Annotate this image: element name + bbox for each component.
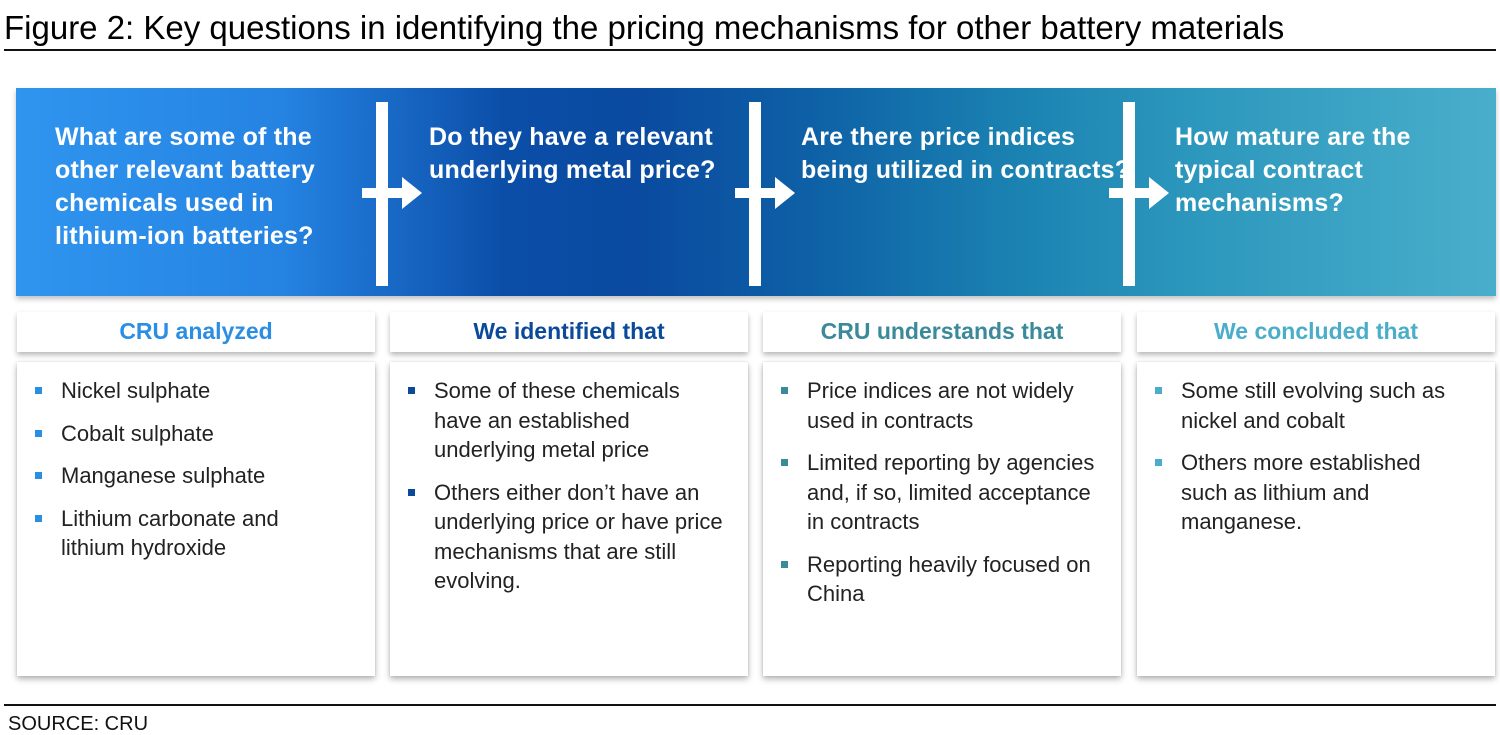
square-bullet-icon [35, 514, 42, 522]
column-body-4: Some still evolving such as nickel and c… [1137, 362, 1495, 676]
list-item: Manganese sulphate [35, 461, 357, 491]
questions-banner: What are some of the other relevant batt… [16, 88, 1496, 296]
list-item: Others either don’t have an underlying p… [408, 478, 730, 596]
list-item: Lithium carbonate and lithium hydroxide [35, 504, 357, 563]
source-note: SOURCE: CRU [8, 713, 149, 735]
question-3: Are there price indices being utilized i… [801, 123, 1131, 184]
column-header-2: We identified that [390, 312, 748, 352]
column-body-1: Nickel sulphate Cobalt sulphate Manganes… [17, 362, 375, 676]
list-item: Nickel sulphate [35, 376, 357, 406]
list-item: Others more established such as lithium … [1155, 448, 1477, 537]
arrow-right-icon [735, 177, 795, 209]
square-bullet-icon [408, 488, 415, 496]
list-item: Some of these chemicals have an establis… [408, 376, 730, 465]
column-header-3: CRU understands that [763, 312, 1121, 352]
square-bullet-icon [1155, 387, 1162, 394]
bullet-list: Nickel sulphate Cobalt sulphate Manganes… [35, 376, 357, 563]
list-item: Some still evolving such as nickel and c… [1155, 376, 1477, 435]
question-1: What are some of the other relevant batt… [55, 123, 316, 250]
square-bullet-icon [781, 459, 788, 466]
list-item: Price indices are not widely used in con… [781, 376, 1103, 435]
square-bullet-icon [35, 472, 42, 479]
square-bullet-icon [408, 387, 415, 394]
list-item: Cobalt sulphate [35, 419, 357, 449]
figure-title: Figure 2: Key questions in identifying t… [4, 9, 1285, 46]
column-body-2: Some of these chemicals have an establis… [390, 362, 748, 676]
square-bullet-icon [781, 560, 788, 568]
square-bullet-icon [35, 387, 42, 394]
list-item: Reporting heavily focused on China [781, 550, 1103, 609]
column-header-1: CRU analyzed [17, 312, 375, 352]
bullet-list: Some of these chemicals have an establis… [408, 376, 730, 596]
question-4: How mature are the typical contract mech… [1175, 123, 1411, 217]
list-item: Limited reporting by agencies and, if so… [781, 448, 1103, 537]
question-2: Do they have a relevant underlying metal… [429, 123, 716, 184]
source-rule [4, 704, 1496, 706]
bullet-list: Some still evolving such as nickel and c… [1155, 376, 1477, 537]
square-bullet-icon [35, 429, 42, 437]
arrow-right-icon [1109, 177, 1169, 209]
title-rule [4, 49, 1496, 51]
arrow-right-icon [362, 177, 422, 209]
square-bullet-icon [781, 387, 788, 394]
square-bullet-icon [1155, 459, 1162, 466]
column-header-4: We concluded that [1137, 312, 1495, 352]
bullet-list: Price indices are not widely used in con… [781, 376, 1103, 609]
column-body-3: Price indices are not widely used in con… [763, 362, 1121, 676]
